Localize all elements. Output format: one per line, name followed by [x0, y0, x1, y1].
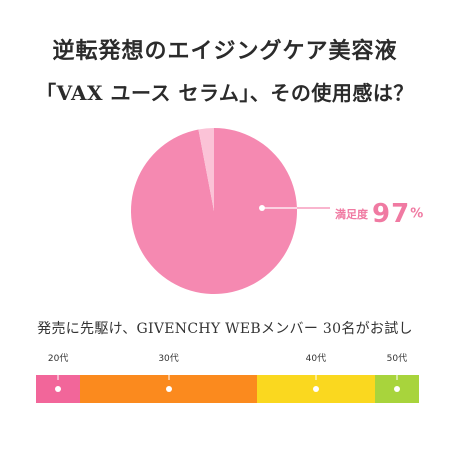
age-segment-0 [36, 366, 81, 403]
satisfaction-label: 満足度 [335, 208, 368, 221]
age-tick-label: 20代 [47, 354, 69, 364]
age-tick-label: 50代 [386, 354, 408, 364]
pie-slice-1 [198, 128, 214, 211]
age-distribution-bar [36, 366, 419, 403]
sample-caption: 発売に先駆け、GIVENCHY WEBメンバー 30名がお試し [37, 321, 413, 337]
age-segment-dot [312, 386, 319, 392]
age-segment-stem [57, 366, 59, 380]
satisfaction-unit: % [410, 206, 424, 222]
age-tick-labels: 20代 30代 40代 50代 [36, 343, 419, 373]
satisfaction-callout: 満足度 97% [335, 199, 423, 229]
age-segment-1 [80, 366, 257, 403]
headline-line2: 「VAX ユース セラム」、その使用感は？ [36, 81, 414, 105]
age-tick-label: 40代 [305, 354, 327, 364]
age-tick-label: 30代 [158, 354, 179, 364]
age-segment-dot [165, 386, 172, 392]
age-segment-3 [374, 366, 419, 403]
callout-dot [259, 205, 265, 211]
age-segment-stem [396, 366, 398, 380]
satisfaction-value: 97 [372, 199, 411, 229]
age-segment-2 [256, 366, 375, 403]
age-segment-stem [315, 366, 317, 380]
pie-slice-0 [130, 128, 297, 294]
age-segment-stem [168, 366, 170, 380]
headline-line1: 逆転発想のエイジングケア美容液 [52, 38, 398, 64]
age-segment-dot [55, 386, 62, 392]
age-segment-dot [393, 386, 400, 392]
